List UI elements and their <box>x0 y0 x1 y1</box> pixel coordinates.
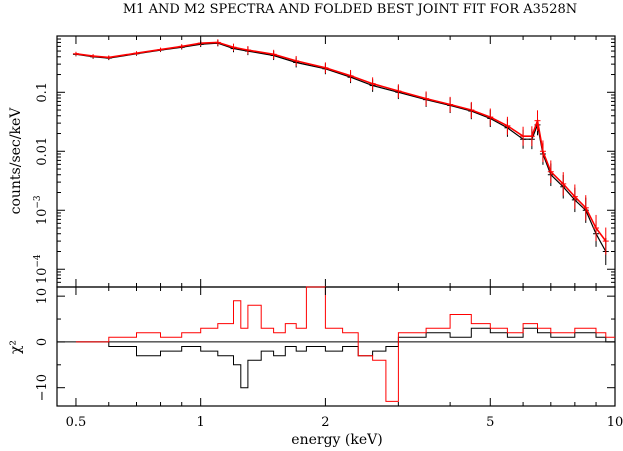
spectrum-model-line <box>75 41 607 242</box>
spectrum-series <box>72 39 609 266</box>
x-tick-label: 10 <box>607 415 623 430</box>
x-tick-labels: 0.5 1 2 5 10 <box>66 415 623 430</box>
x-tick-label: 5 <box>486 415 494 430</box>
spectrum-model-line <box>75 42 607 252</box>
residual-y-ticks: −10 0 10 <box>35 288 615 401</box>
residual-histogram <box>76 327 615 389</box>
residual-histogram <box>76 286 615 402</box>
y-tick-label: 10 <box>35 288 50 305</box>
spectrum-frame <box>56 35 616 288</box>
x-tick-label: 1 <box>197 415 205 430</box>
y-tick-label-base: 10 <box>35 268 50 285</box>
residual-series <box>57 286 615 402</box>
spectrum-y-ticks: 10−410−30.010.1 <box>33 38 615 284</box>
y-tick-label: 0 <box>35 338 50 346</box>
spectrum-y-axis-label: counts/sec/keV <box>8 107 24 215</box>
chart-title: M1 AND M2 SPECTRA AND FOLDED BEST JOINT … <box>123 2 577 17</box>
y-tick-label: 0.1 <box>35 82 50 103</box>
y-tick-label-base: 0.1 <box>35 82 50 103</box>
residual-frame <box>56 286 616 407</box>
residual-x-ticks <box>75 287 597 406</box>
y-tick-label-exponent: −3 <box>33 195 43 209</box>
x-axis-label: energy (keV) <box>291 432 382 448</box>
y-tick-label: 0.01 <box>35 137 50 166</box>
residual-panel: −10 0 10 χ² <box>8 286 616 407</box>
x-tick-label: 0.5 <box>66 415 87 430</box>
y-tick-label: 10−3 <box>33 195 50 225</box>
y-tick-label-base: 10 <box>35 209 50 226</box>
y-tick-label: −10 <box>35 374 50 401</box>
spectrum-panel: 10−410−30.010.1 counts/sec/keV <box>8 35 616 288</box>
y-tick-label-base: 0.01 <box>35 137 50 166</box>
y-tick-label: 10−4 <box>33 254 50 284</box>
residual-y-axis-label: χ² <box>8 340 24 354</box>
spectrum-x-ticks <box>75 36 597 287</box>
y-tick-label-exponent: −4 <box>33 254 43 268</box>
x-tick-label: 2 <box>321 415 329 430</box>
